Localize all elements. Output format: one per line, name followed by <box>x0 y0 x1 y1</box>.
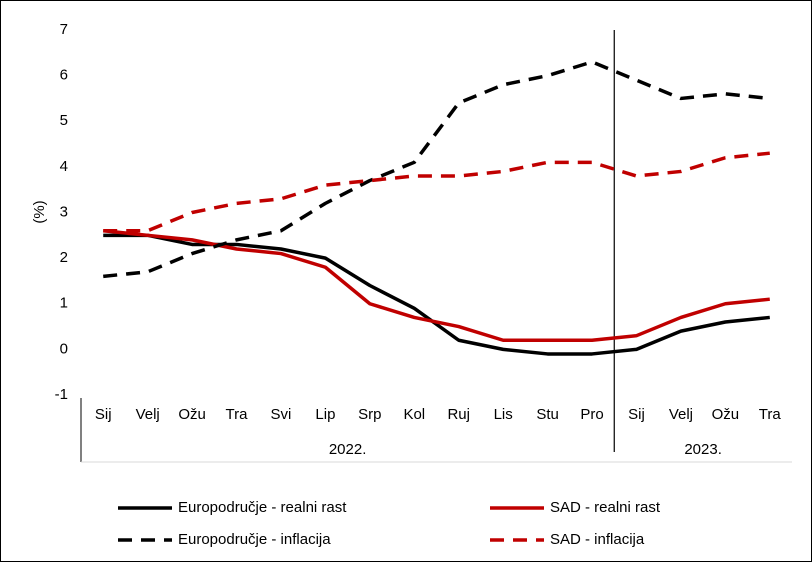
x-tick-label: Lis <box>494 406 513 423</box>
x-tick-label: Srp <box>358 406 381 423</box>
x-tick-label: Velj <box>136 406 160 423</box>
x-tick-label: Stu <box>536 406 559 423</box>
series-line <box>103 60 770 279</box>
legend-label: Europodručje - inflacija <box>178 531 331 548</box>
x-tick-label: Svi <box>271 406 292 423</box>
legend-label: Europodručje - realni rast <box>178 499 347 516</box>
x-group-label: 2022. <box>329 441 367 458</box>
x-tick-label: Sij <box>628 406 645 423</box>
x-tick-label: Kol <box>403 406 425 423</box>
x-tick-label: Tra <box>226 406 249 423</box>
y-tick-label: 6 <box>60 67 68 84</box>
y-axis-label: (%) <box>31 200 48 223</box>
x-tick-label: Ruj <box>447 406 470 423</box>
x-tick-label: Pro <box>580 406 603 423</box>
x-tick-label: Tra <box>759 406 782 423</box>
y-tick-label: 5 <box>60 112 68 129</box>
y-tick-label: 0 <box>60 340 68 357</box>
legend-label: SAD - inflacija <box>550 531 645 548</box>
x-tick-label: Lip <box>315 406 335 423</box>
y-tick-label: -1 <box>55 386 68 403</box>
y-tick-label: 7 <box>60 21 68 38</box>
y-tick-label: 3 <box>60 203 68 220</box>
y-tick-label: 4 <box>60 158 68 175</box>
series-line <box>103 151 770 233</box>
y-tick-label: 1 <box>60 295 68 312</box>
series-line <box>103 229 770 342</box>
x-group-label: 2023. <box>684 441 722 458</box>
x-tick-label: Ožu <box>712 406 740 423</box>
x-tick-label: Ožu <box>178 406 206 423</box>
y-tick-label: 2 <box>60 249 68 266</box>
legend-label: SAD - realni rast <box>550 499 661 516</box>
x-tick-label: Sij <box>95 406 112 423</box>
x-tick-label: Velj <box>669 406 693 423</box>
